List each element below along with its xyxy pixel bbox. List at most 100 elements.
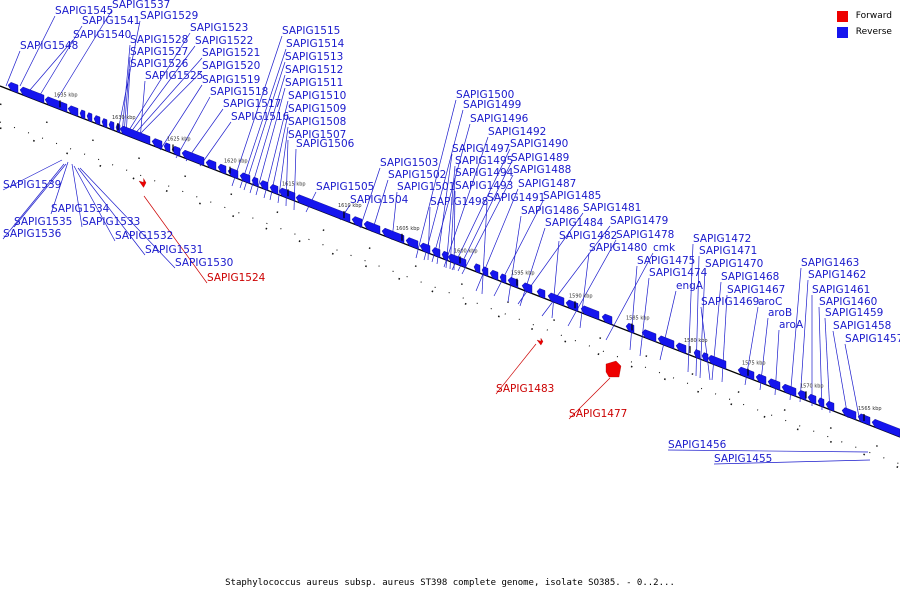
leader-line: [121, 44, 131, 135]
gene-block-22: [269, 184, 279, 195]
tick-label: 1610 kbp: [338, 203, 362, 209]
gene-block-5: [79, 109, 86, 120]
label-SAPIG1469: SAPIG1469: [701, 296, 759, 308]
gene-block-32: [447, 253, 467, 269]
leader-line: [519, 227, 546, 307]
gene-block-2: [19, 86, 45, 104]
label-SAPIG1467: SAPIG1467: [727, 284, 785, 296]
leader-line: [457, 162, 512, 272]
label-SAPIG1462: SAPIG1462: [808, 269, 866, 281]
leader-line: [579, 252, 590, 329]
forward-arrow-1483: [536, 337, 544, 346]
leader-line: [699, 268, 706, 379]
gene-block-12: [151, 138, 163, 150]
gene-block-56: [807, 393, 817, 405]
tick-label: 1635 kbp: [54, 92, 78, 98]
leader-lines: [2, 9, 871, 465]
reverse-swatch: [836, 26, 848, 38]
gene-block-17: [217, 163, 227, 175]
label-SAPIG1484: SAPIG1484: [545, 217, 604, 229]
label-SAPIG1525: SAPIG1525: [145, 70, 203, 82]
gene-block-16: [205, 159, 217, 171]
gene-block-35: [489, 269, 499, 281]
label-SAPIG1496: SAPIG1496: [470, 113, 529, 125]
label-SAPIG1493: SAPIG1493: [455, 180, 513, 192]
leader-line: [639, 277, 650, 357]
leader-line: [73, 165, 116, 242]
gene-block-57: [817, 397, 825, 408]
leader-line: [199, 121, 232, 167]
label-engA: engA: [676, 280, 704, 292]
label-cmk: cmk: [653, 242, 676, 254]
gene-block-47: [675, 342, 687, 354]
legend: Forward Reverse: [836, 8, 892, 40]
gene-block-11: [119, 125, 151, 145]
leader-line: [423, 109, 464, 261]
leader-line: [359, 167, 381, 229]
label-SAPIG1534: SAPIG1534: [51, 203, 110, 215]
label-SAPIG1509: SAPIG1509: [288, 103, 346, 115]
label-SAPIG1489: SAPIG1489: [511, 152, 569, 164]
leader-line: [568, 377, 611, 420]
gene-block-50: [707, 355, 727, 370]
label-SAPIG1531: SAPIG1531: [145, 244, 203, 256]
gene-block-1: [7, 82, 19, 94]
leader-line: [818, 306, 823, 411]
leader-line: [239, 48, 287, 189]
label-SAPIG1506: SAPIG1506: [296, 138, 355, 150]
forward-arrow-1524: [138, 177, 147, 188]
leader-line: [551, 240, 560, 319]
leader-line: [159, 84, 203, 151]
gene-block-9: [108, 120, 115, 131]
tick-label: 1620 kbp: [224, 159, 248, 165]
leader-line: [667, 449, 869, 453]
label-SAPIG1491: SAPIG1491: [487, 192, 545, 204]
gene-block-26: [363, 220, 381, 235]
leader-line: [371, 179, 389, 233]
label-SAPIG1457: SAPIG1457: [845, 333, 900, 345]
gene-block-52: [755, 373, 767, 386]
leader-line: [700, 306, 711, 381]
gene-block-30: [431, 247, 441, 258]
leader-line: [451, 148, 511, 271]
label-SAPIG1537: SAPIG1537: [112, 0, 170, 11]
gene-block-61: [871, 419, 900, 438]
tick-label: 1630 kbp: [112, 115, 136, 121]
leader-line: [481, 202, 488, 295]
gene-block-51: [737, 366, 755, 381]
leader-line: [2, 159, 63, 191]
leader-line: [605, 252, 654, 341]
label-SAPIG1458: SAPIG1458: [833, 320, 891, 332]
gene-block-8: [101, 118, 108, 129]
leader-line: [263, 100, 289, 199]
label-SAPIG1533: SAPIG1533: [82, 216, 140, 228]
leader-line: [249, 74, 286, 194]
gene-block-28: [405, 237, 419, 250]
label-SAPIG1505: SAPIG1505: [316, 181, 374, 193]
label-aroC: aroC: [758, 296, 782, 308]
label-SAPIG1517: SAPIG1517: [223, 98, 281, 110]
leader-line: [659, 290, 677, 361]
label-SAPIG1510: SAPIG1510: [288, 90, 346, 102]
label-SAPIG1521: SAPIG1521: [202, 47, 260, 59]
leader-line: [125, 32, 191, 136]
label-SAPIG1524: SAPIG1524: [207, 272, 266, 284]
label-SAPIG1527: SAPIG1527: [130, 46, 188, 58]
leader-line: [507, 215, 522, 303]
label-SAPIG1523: SAPIG1523: [190, 22, 248, 34]
tick-label: 1580 kbp: [684, 338, 708, 344]
leader-line: [231, 35, 283, 187]
scale-ticks: 1635 kbp 1630 kbp 1625 kbp 1620 kbp 1615 kbp…: [54, 92, 882, 421]
label-SAPIG1512: SAPIG1512: [285, 64, 343, 76]
label-aroB: aroB: [768, 307, 792, 319]
gene-block-33: [473, 263, 481, 274]
label-SAPIG1518: SAPIG1518: [210, 86, 268, 98]
label-SAPIG1522: SAPIG1522: [195, 35, 253, 47]
leader-line: [29, 39, 74, 91]
leader-line: [431, 123, 471, 263]
leader-line: [175, 96, 211, 159]
label-SAPIG1461: SAPIG1461: [812, 284, 870, 296]
label-SAPIG1528: SAPIG1528: [130, 34, 188, 46]
label-SAPIG1535: SAPIG1535: [14, 216, 72, 228]
